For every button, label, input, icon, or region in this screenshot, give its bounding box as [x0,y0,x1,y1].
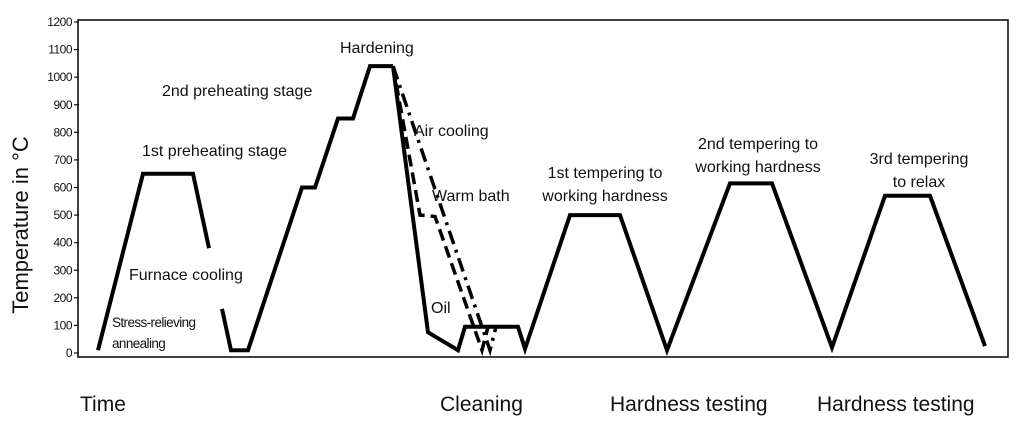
y-tick-label: 900 [53,98,72,112]
bottom-label-hardness-testing-1: Hardness testing [610,393,768,416]
label-1st-tempering-l2: working hardness [541,188,667,205]
label-1st-preheating: 1st preheating stage [142,143,287,160]
bottom-label-hardness-testing-2: Hardness testing [817,393,975,416]
y-tick-label: 300 [53,263,72,277]
plot-frame [77,19,1009,358]
y-tick-label: 500 [53,208,72,222]
series-line-oil [391,65,987,357]
y-tick-label: 0 [66,346,73,360]
y-tick-label: 800 [53,125,72,139]
label-oil: Oil [431,300,451,317]
label-2nd-preheating: 2nd preheating stage [162,83,312,100]
y-tick-label: 400 [53,236,72,250]
series-line-stress-relieving-annealing [96,171,211,351]
y-tick-label: 1100 [48,43,73,57]
y-tick-label: 1000 [47,70,73,84]
series-line-air-cooling [391,65,498,357]
series-line-warm-bath [391,65,490,357]
label-stress-relieving-l1: Stress-relieving [112,315,196,330]
label-hardening: Hardening [340,40,414,57]
label-furnace-cooling: Furnace cooling [129,267,243,284]
label-3rd-tempering-l1: 3rd tempering [870,151,969,168]
label-stress-relieving-l2: annealing [112,336,165,351]
y-axis-label: Temperature in °C [8,136,33,314]
label-air-cooling: Air cooling [414,123,489,140]
label-2nd-tempering-l2: working hardness [694,159,820,176]
y-tick-label: 600 [53,181,72,195]
label-2nd-tempering-l1: 2nd tempering to [698,136,818,153]
bottom-label-cleaning: Cleaning [440,393,523,416]
label-1st-tempering-l1: 1st tempering to [548,165,663,182]
y-tick-label: 700 [53,153,72,167]
y-tick-label: 200 [53,291,72,305]
label-3rd-tempering-l2: to relax [893,174,945,191]
y-tick-label: 100 [53,318,72,332]
bottom-label-time: Time [80,393,126,416]
y-tick-label: 1200 [47,15,73,29]
label-warm-bath: Warm bath [432,188,510,205]
series-line-furnace-cooling [220,64,393,353]
